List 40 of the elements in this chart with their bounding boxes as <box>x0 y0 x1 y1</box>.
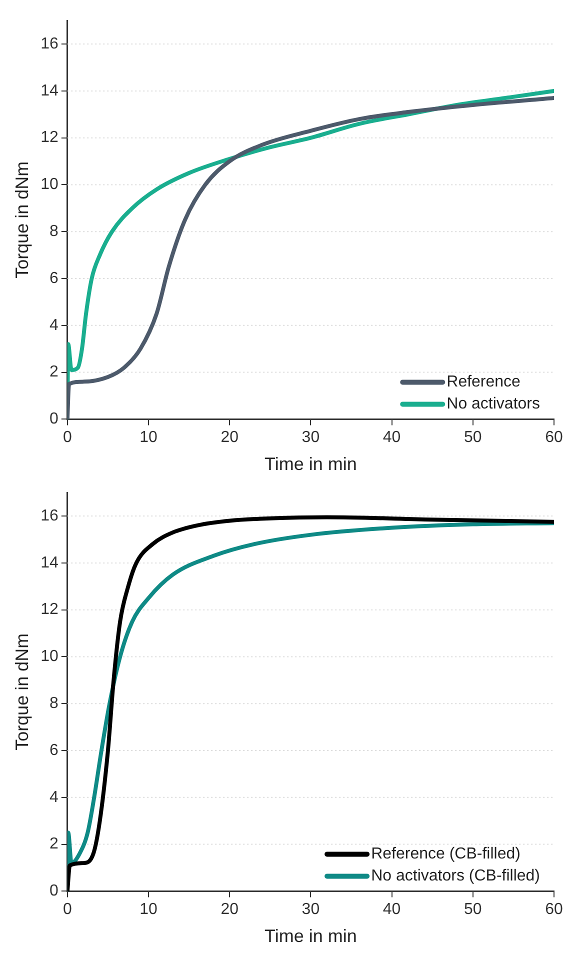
legend-label: No activators <box>446 396 540 413</box>
y-tick-label: 4 <box>49 316 58 334</box>
y-axis-title: Torque in dNm <box>12 633 32 750</box>
legend-label: Reference (CB-filled) <box>371 846 520 863</box>
y-tick-label: 2 <box>49 836 58 853</box>
x-tick-label: 30 <box>302 901 320 918</box>
y-tick-label: 0 <box>49 882 58 900</box>
x-tick-label: 60 <box>545 901 563 918</box>
y-tick-label: 16 <box>40 35 58 52</box>
y-tick-label: 2 <box>49 364 58 381</box>
y-tick-label: 8 <box>49 223 58 240</box>
x-tick-label: 10 <box>140 901 158 918</box>
y-tick-label: 6 <box>49 270 58 287</box>
y-tick-label: 8 <box>49 695 58 712</box>
x-tick-label: 20 <box>220 901 239 918</box>
y-tick-label: 12 <box>40 601 58 618</box>
y-tick-label: 14 <box>40 554 58 572</box>
x-tick-label: 30 <box>302 429 320 446</box>
y-tick-label: 10 <box>40 176 58 194</box>
x-axis-title: Time in min <box>264 454 357 474</box>
y-tick-label: 14 <box>40 82 58 100</box>
y-tick-label: 4 <box>49 788 58 806</box>
x-tick-label: 40 <box>382 429 401 446</box>
y-tick-label: 10 <box>40 648 58 666</box>
x-tick-label: 60 <box>545 429 563 446</box>
legend-label: No activators (CB-filled) <box>371 868 540 885</box>
y-tick-label: 6 <box>49 742 58 759</box>
y-tick-label: 12 <box>40 129 58 146</box>
y-tick-label: 0 <box>49 410 58 428</box>
y-axis-title: Torque in dNm <box>12 161 32 278</box>
legend-label: Reference <box>446 374 521 391</box>
x-tick-label: 40 <box>382 901 401 918</box>
x-tick-label: 0 <box>62 901 72 918</box>
y-tick-label: 16 <box>40 507 58 524</box>
x-tick-label: 50 <box>464 429 482 446</box>
x-tick-label: 50 <box>464 901 482 918</box>
x-tick-label: 0 <box>62 429 72 446</box>
x-tick-label: 20 <box>220 429 239 446</box>
x-tick-label: 10 <box>140 429 158 446</box>
x-axis-title: Time in min <box>264 926 357 946</box>
